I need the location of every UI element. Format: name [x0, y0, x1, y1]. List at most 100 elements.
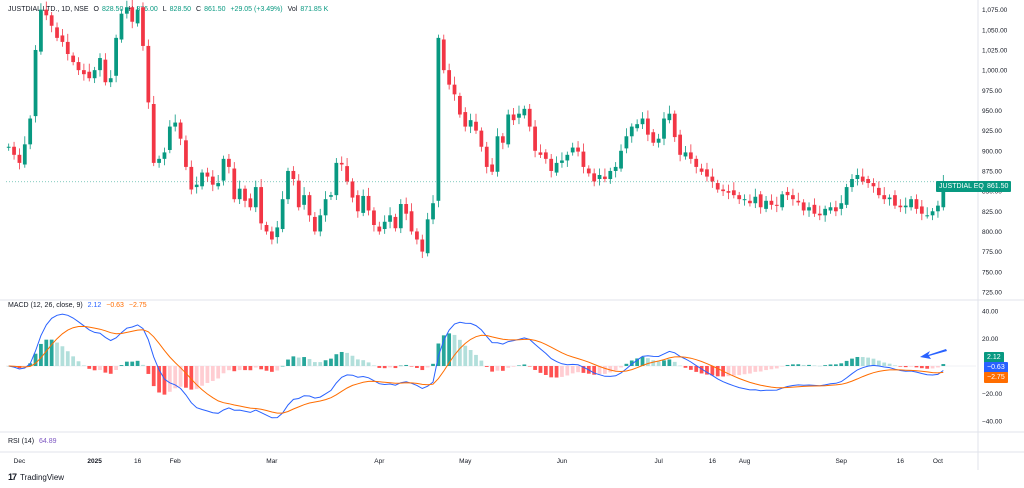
macd-histogram-bar — [463, 345, 468, 366]
macd-histogram-bar — [495, 366, 500, 371]
high-value: 876.00 — [136, 6, 158, 13]
candle-body — [167, 126, 172, 150]
tradingview-text: TradingView — [20, 472, 65, 482]
candle-body — [817, 213, 822, 216]
macd-histogram-bar — [355, 359, 360, 366]
macd-tick-label: 40.00 — [982, 309, 999, 316]
macd-histogram-bar — [758, 366, 763, 372]
candle-body — [87, 71, 92, 79]
macd-histogram-bar — [441, 335, 446, 366]
macd-histogram-bar — [613, 366, 618, 371]
candle-body — [930, 211, 935, 216]
macd-histogram-bar — [898, 366, 903, 367]
candle-body — [302, 195, 306, 205]
time-tick-label: May — [459, 458, 472, 465]
candle-body — [355, 195, 360, 212]
candle-body — [812, 204, 817, 214]
time-tick-label: Apr — [374, 458, 385, 465]
macd-histogram-bar — [296, 357, 301, 366]
candle-body — [103, 59, 108, 83]
candle-body — [850, 179, 854, 188]
candle-body — [936, 205, 940, 212]
macd-histogram-bar — [694, 366, 699, 372]
macd-histogram-bar — [60, 346, 65, 366]
candle-body — [39, 9, 43, 52]
candle-body — [339, 162, 344, 165]
price-tick-label: 775.00 — [982, 249, 1002, 256]
price-tick-label: 750.00 — [982, 269, 1002, 276]
candle-body — [479, 130, 484, 147]
macd-histogram-bar — [141, 364, 145, 366]
signal-value: −0.63 — [106, 302, 124, 309]
candle-body — [726, 191, 731, 193]
price-tick-label: 1,050.00 — [982, 27, 1008, 34]
macd-histogram-bar — [65, 351, 70, 366]
macd-tick-label: 20.00 — [982, 336, 999, 343]
candle-body — [882, 195, 887, 200]
macd-histogram-bar — [253, 366, 258, 368]
candle-body — [194, 184, 199, 188]
macd-histogram-bar — [372, 365, 376, 366]
candle-body — [55, 27, 59, 38]
candle-body — [366, 195, 371, 211]
macd-histogram-bar — [871, 358, 876, 366]
last-price-symbol-tag: JUSTDIAL EQ — [936, 181, 987, 192]
candle-body — [463, 112, 468, 127]
macd-histogram-bar — [764, 366, 768, 371]
candle-body — [6, 146, 11, 148]
macd-histogram-bar — [774, 366, 779, 369]
candle-body — [500, 136, 505, 143]
candle-body — [361, 195, 366, 213]
macd-histogram-bar — [146, 366, 151, 374]
candle-body — [253, 187, 258, 208]
macd-histogram-bar — [570, 366, 575, 374]
macd-histogram-bar — [624, 363, 629, 366]
candle-body — [941, 181, 946, 208]
macd-histogram-bar — [844, 360, 849, 366]
macd-histogram-bar — [221, 366, 226, 374]
candle-body — [270, 231, 274, 240]
candle-body — [866, 179, 870, 184]
macd-histogram-bar — [517, 365, 521, 366]
candle-body — [65, 41, 70, 55]
macd-histogram-bar — [640, 356, 645, 366]
macd-histogram-bar — [135, 360, 140, 366]
macd-histogram-bar — [522, 364, 527, 366]
candle-body — [860, 176, 865, 182]
candle-body — [377, 226, 382, 232]
time-tick-label: Dec — [14, 458, 26, 465]
candle-body — [748, 200, 752, 204]
macd-histogram-bar — [39, 343, 43, 366]
candle-body — [597, 174, 602, 180]
candle-body — [82, 70, 86, 75]
candle-body — [780, 194, 785, 208]
candle-body — [688, 152, 693, 159]
macd-histogram-bar — [275, 366, 280, 371]
candle-body — [221, 158, 226, 181]
candle-body — [237, 188, 242, 200]
macd-histogram-bar — [458, 339, 462, 366]
macd-histogram-bar — [173, 366, 178, 389]
time-tick-label: 16 — [897, 458, 905, 465]
candle-body — [22, 144, 27, 165]
macd-histogram-bar — [914, 366, 919, 368]
price-tick-label: 900.00 — [982, 148, 1002, 155]
macd-histogram-bar — [484, 366, 489, 367]
macd-histogram-bar — [302, 357, 306, 366]
macd-histogram-bar — [817, 365, 822, 367]
macd-histogram-bar — [850, 358, 854, 366]
candle-body — [742, 199, 747, 201]
macd-histogram-bar — [592, 366, 597, 375]
candle-body — [98, 58, 102, 71]
macd-histogram-bar — [882, 362, 887, 366]
macd-value: 2.12 — [87, 302, 102, 309]
candle-body — [887, 197, 892, 200]
macd-histogram-bar — [452, 334, 457, 366]
candle-body — [296, 180, 301, 208]
macd-histogram-bar — [264, 366, 269, 371]
candle-body — [436, 37, 441, 201]
macd-histogram-bar — [812, 365, 817, 366]
tradingview-logo-icon: 17 — [8, 472, 17, 482]
macd-histogram-bar — [936, 366, 940, 368]
